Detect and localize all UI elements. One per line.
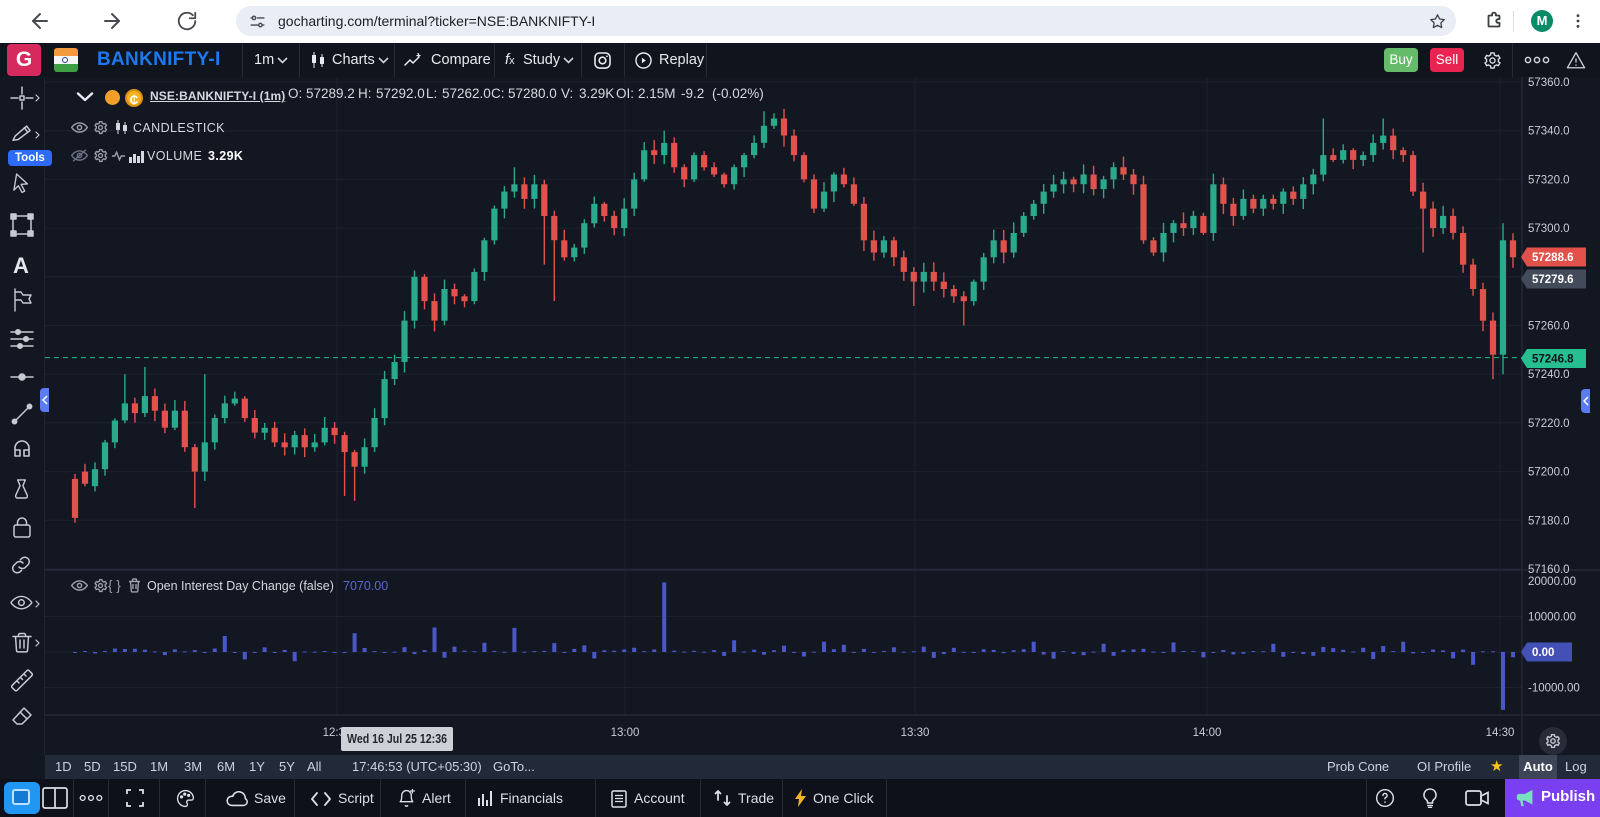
svg-text:A: A (13, 253, 29, 278)
svg-text:57279.6: 57279.6 (1532, 274, 1574, 286)
svg-text:57320.0: 57320.0 (1528, 174, 1570, 186)
svg-text:57300.0: 57300.0 (1528, 223, 1570, 235)
svg-text:57260.0: 57260.0 (1528, 321, 1570, 333)
svg-text:14:00: 14:00 (1193, 727, 1222, 739)
svg-text:-10000.00: -10000.00 (1528, 683, 1580, 695)
svg-text:57340.0: 57340.0 (1528, 126, 1570, 138)
svg-text:0.00: 0.00 (1532, 647, 1554, 659)
svg-text:13:00: 13:00 (611, 727, 640, 739)
svg-text:57220.0: 57220.0 (1528, 418, 1570, 430)
svg-text:57246.8: 57246.8 (1532, 354, 1574, 366)
svg-text:13:30: 13:30 (901, 727, 930, 739)
svg-text:57180.0: 57180.0 (1528, 515, 1570, 527)
svg-text:57360.0: 57360.0 (1528, 77, 1570, 89)
svg-text:Wed 16 Jul 25 12:36: Wed 16 Jul 25 12:36 (347, 732, 447, 746)
svg-text:57288.6: 57288.6 (1532, 252, 1574, 264)
svg-text:20000.00: 20000.00 (1528, 576, 1576, 588)
svg-text:57200.0: 57200.0 (1528, 467, 1570, 479)
svg-text:10000.00: 10000.00 (1528, 612, 1576, 624)
svg-text:57160.0: 57160.0 (1528, 564, 1570, 576)
svg-text:57240.0: 57240.0 (1528, 369, 1570, 381)
svg-text:14:30: 14:30 (1486, 727, 1515, 739)
